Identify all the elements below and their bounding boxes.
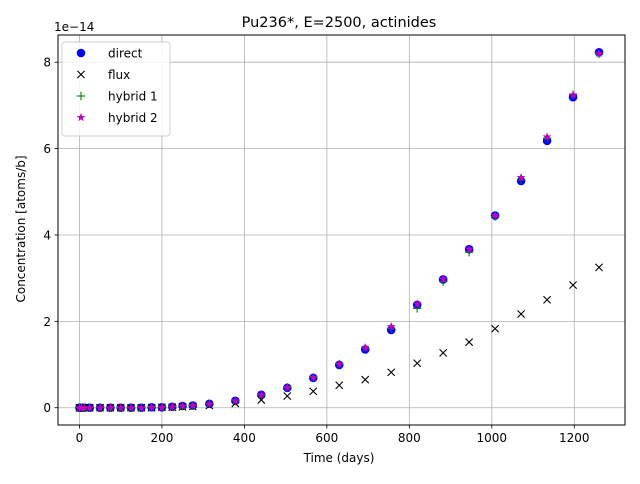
data-point — [517, 310, 526, 318]
data-points — [75, 47, 604, 413]
y-tick-label: 2 — [43, 315, 51, 329]
data-point — [491, 324, 500, 333]
data-point — [413, 359, 422, 368]
data-point — [85, 403, 95, 412]
y-tick-label: 4 — [43, 228, 51, 242]
data-point — [542, 132, 552, 141]
chart-title: Pu236*, E=2500, actinides — [242, 15, 437, 31]
data-point — [439, 348, 448, 357]
x-tick-label: 1000 — [477, 431, 508, 445]
data-point — [188, 400, 198, 410]
data-point — [387, 368, 396, 377]
data-point — [95, 403, 105, 412]
data-point — [465, 338, 474, 347]
data-point — [282, 382, 292, 392]
data-point — [106, 403, 115, 412]
x-tick-label: 800 — [398, 431, 421, 445]
legend-marker — [76, 91, 86, 101]
series-hybrid-2 — [75, 48, 604, 412]
data-point — [335, 381, 344, 390]
legend-label: flux — [108, 68, 130, 82]
axis-ticks: 0 200 400 600 800 1000 1200 0 2 4 6 8 — [43, 56, 589, 445]
data-point — [360, 343, 370, 352]
data-point — [126, 403, 136, 412]
plot-frame — [57, 34, 626, 426]
legend-marker — [77, 70, 85, 79]
data-point — [116, 403, 126, 412]
data-point — [594, 48, 604, 58]
legend-label: hybrid 1 — [108, 90, 158, 104]
data-point — [334, 359, 344, 368]
legend-box — [61, 41, 171, 137]
legend-marker — [76, 112, 86, 122]
data-point — [361, 375, 370, 384]
x-tick-label: 600 — [315, 431, 338, 445]
data-point — [178, 401, 187, 410]
legend-item: hybrid 2 — [76, 111, 158, 125]
data-point — [386, 321, 396, 331]
legend-item: hybrid 1 — [76, 90, 158, 104]
data-point — [490, 210, 500, 220]
data-point — [136, 403, 146, 412]
y-axis-label: Concentration [atoms/b] — [14, 155, 28, 302]
data-point — [438, 274, 448, 283]
x-tick-label: 1200 — [559, 431, 590, 445]
legend-label: hybrid 2 — [108, 111, 158, 125]
data-point — [543, 295, 552, 304]
legend-item: direct — [76, 47, 143, 61]
legend-item: flux — [77, 68, 130, 82]
data-point — [283, 392, 292, 401]
data-point — [412, 299, 422, 308]
x-tick-label: 200 — [150, 431, 173, 445]
data-point — [309, 387, 318, 396]
x-axis-label: Time (days) — [303, 451, 375, 465]
data-point — [80, 403, 89, 412]
data-point — [568, 90, 578, 99]
y-tick-label: 6 — [43, 142, 51, 156]
legend-label: direct — [108, 47, 143, 61]
legend-marker — [76, 48, 86, 58]
data-point — [147, 402, 156, 412]
data-point — [167, 402, 177, 411]
y-offset-label: 1e−14 — [54, 20, 94, 34]
x-tick-label: 400 — [233, 431, 256, 445]
data-point — [595, 263, 604, 272]
data-point — [256, 390, 266, 399]
data-point — [516, 172, 526, 182]
data-point — [230, 396, 240, 405]
y-tick-label: 8 — [43, 56, 51, 70]
data-point — [464, 244, 474, 253]
y-tick-label: 0 — [43, 401, 51, 415]
legend: direct flux hybrid 1 hybrid 2 — [61, 41, 171, 137]
data-point — [157, 402, 167, 412]
data-point — [308, 372, 318, 382]
data-point — [569, 281, 578, 290]
data-point — [204, 399, 214, 408]
x-tick-label: 0 — [76, 431, 84, 445]
